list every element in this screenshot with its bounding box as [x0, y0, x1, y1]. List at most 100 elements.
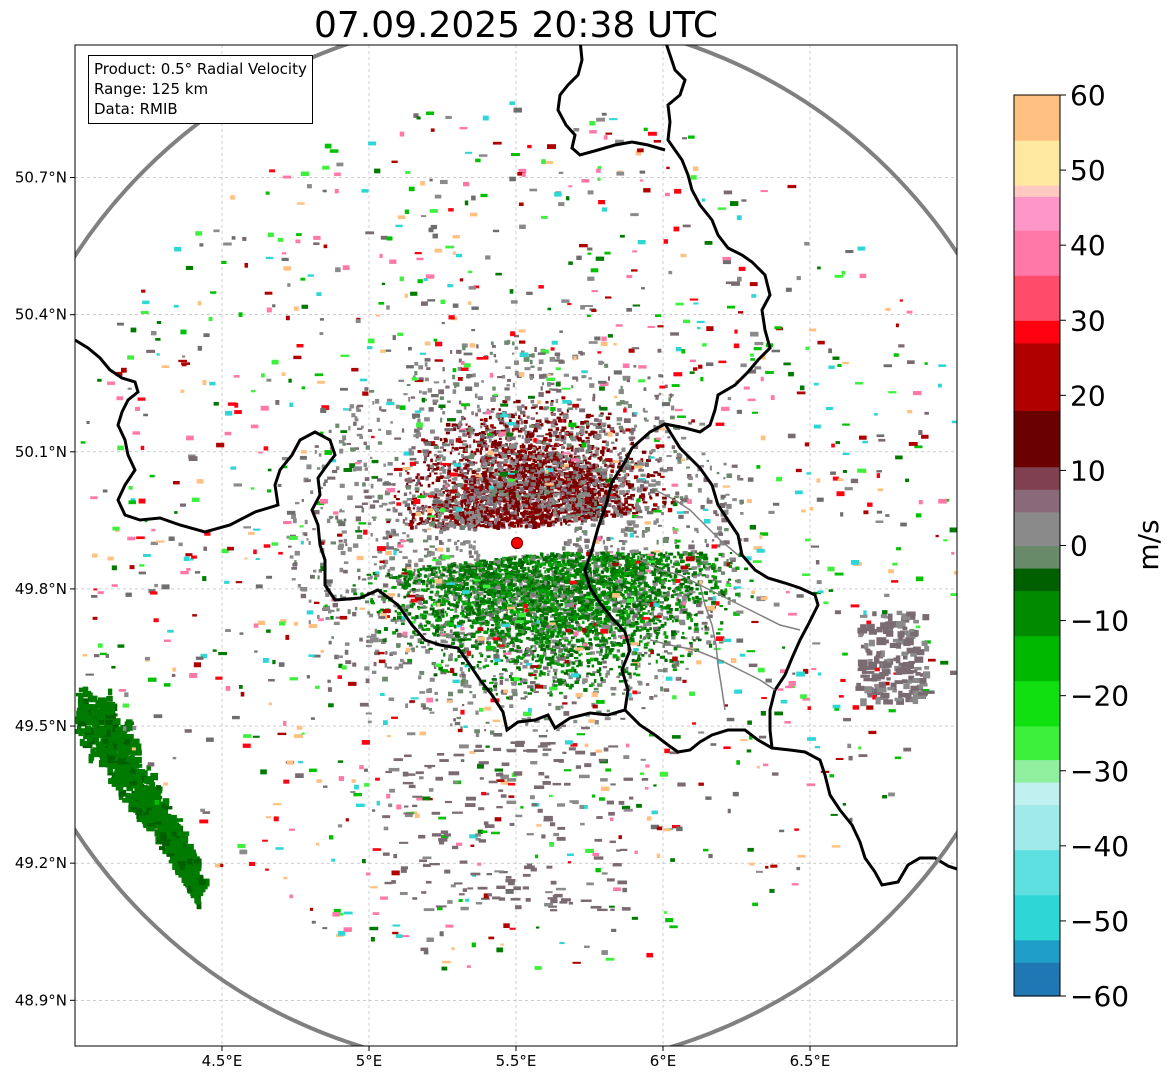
radar-echo-pixel: [489, 496, 494, 501]
radar-echo-pixel: [558, 480, 563, 486]
radar-echo-pixel: [545, 516, 551, 519]
radar-echo-pixel: [431, 503, 437, 506]
radar-echo-pixel: [439, 529, 444, 534]
radar-echo-pixel: [108, 778, 114, 785]
radar-echo-pixel: [726, 580, 730, 585]
radar-echo-pixel: [576, 461, 580, 466]
radar-echo-pixel: [142, 770, 148, 776]
radar-echo-pixel: [573, 484, 579, 488]
radar-echo-pixel: [721, 517, 728, 523]
radar-echo-pixel: [418, 675, 422, 680]
radar-echo-pixel: [458, 516, 463, 522]
radar-echo-pixel: [562, 499, 565, 503]
radar-echo-pixel: [592, 508, 596, 513]
radar-echo-pixel: [517, 498, 522, 501]
radar-echo-pixel: [318, 486, 324, 490]
radar-echo-pixel: [121, 783, 128, 788]
radar-echo-pixel: [171, 831, 177, 838]
radar-echo-pixel: [532, 501, 537, 505]
radar-echo-pixel: [573, 486, 578, 491]
radar-echo-pixel: [519, 521, 525, 524]
radar-echo-pixel: [559, 418, 563, 423]
radar-echo-pixel: [510, 681, 516, 685]
radar-echo-pixel: [598, 653, 603, 656]
radar-echo-pixel: [412, 515, 415, 520]
radar-echo-pixel: [527, 493, 532, 496]
radar-echo-pixel: [599, 520, 605, 525]
radar-echo-pixel: [731, 567, 738, 573]
radar-echo-pixel: [561, 724, 566, 728]
radar-echo-pixel: [458, 465, 462, 469]
radar-echo-pixel: [706, 640, 710, 645]
radar-echo-pixel: [500, 429, 506, 433]
radar-echo-pixel: [383, 463, 386, 467]
radar-echo-pixel: [409, 520, 415, 524]
radar-echo-pixel: [557, 512, 560, 516]
radar-echo-pixel: [403, 492, 408, 497]
radar-echo-pixel: [479, 500, 483, 504]
radar-echo-pixel: [604, 463, 608, 467]
radar-echo-pixel: [387, 472, 393, 476]
radar-echo-pixel: [621, 546, 626, 551]
radar-echo-pixel: [489, 509, 495, 514]
radar-echo-pixel: [509, 521, 514, 524]
radar-echo-pixel: [155, 837, 163, 841]
radar-echo-pixel: [726, 509, 729, 515]
radar-echo-pixel: [534, 719, 540, 723]
radar-echo-pixel: [451, 449, 454, 452]
radar-echo-pixel: [537, 467, 543, 471]
radar-echo-pixel: [571, 488, 575, 493]
radar-echo-pixel: [563, 472, 566, 476]
radar-echo-pixel: [504, 504, 507, 509]
radar-echo-pixel: [662, 500, 667, 504]
radar-echo-pixel: [464, 511, 470, 515]
radar-echo-pixel: [713, 482, 718, 488]
radar-echo-pixel: [729, 557, 735, 561]
radar-echo-pixel: [460, 726, 463, 730]
radar-echo-pixel: [608, 497, 612, 502]
radar-echo-pixel: [414, 487, 420, 492]
radar-echo-pixel: [488, 415, 492, 420]
radar-echo-pixel: [438, 582, 445, 587]
radar-echo-pixel: [697, 563, 701, 568]
radar-echo-pixel: [445, 497, 449, 501]
radar-echo-pixel: [582, 456, 587, 460]
radar-echo-pixel: [594, 497, 598, 500]
radar-echo-pixel: [516, 473, 521, 478]
radar-echo-pixel: [696, 602, 702, 608]
radar-echo-pixel: [523, 494, 530, 498]
radar-echo-pixel: [481, 431, 485, 434]
radar-echo-pixel: [437, 609, 442, 614]
radar-echo-pixel: [504, 340, 510, 345]
radar-echo-pixel: [581, 472, 585, 476]
radar-echo-pixel: [485, 721, 490, 724]
radar-echo-pixel: [412, 507, 415, 510]
radar-echo-pixel: [507, 505, 512, 508]
radar-echo-pixel: [541, 524, 545, 527]
radar-echo-pixel: [546, 510, 550, 514]
radar-echo-pixel: [593, 469, 596, 473]
radar-echo-pixel: [464, 499, 467, 503]
radar-echo-pixel: [604, 432, 611, 436]
radar-echo-pixel: [483, 421, 486, 425]
radar-echo-pixel: [523, 357, 530, 362]
radar-echo-pixel: [439, 472, 442, 475]
radar-echo-pixel: [706, 499, 713, 504]
radar-echo-pixel: [406, 539, 412, 542]
radar-echo-pixel: [427, 475, 431, 478]
radar-echo-pixel: [492, 496, 497, 499]
radar-echo-pixel: [176, 865, 187, 871]
radar-echo-pixel: [378, 638, 385, 643]
radar-echo-pixel: [420, 520, 426, 524]
radar-echo-pixel: [469, 373, 473, 378]
radar-echo-pixel: [586, 424, 590, 428]
radar-echo-pixel: [414, 428, 420, 433]
radar-echo-pixel: [426, 535, 432, 541]
radar-echo-pixel: [528, 515, 534, 519]
radar-echo-pixel: [453, 447, 457, 451]
radar-echo-pixel: [518, 415, 521, 420]
radar-echo-pixel: [584, 473, 587, 476]
radar-echo-pixel: [517, 482, 522, 486]
radar-echo-pixel: [609, 427, 615, 431]
radar-echo-pixel: [627, 510, 631, 515]
